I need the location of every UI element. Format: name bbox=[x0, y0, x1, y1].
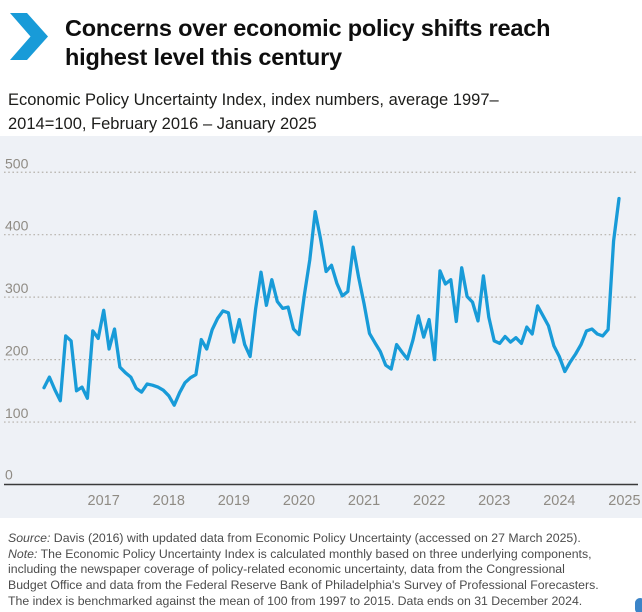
chevron-right-icon bbox=[10, 13, 48, 60]
footer-line-4: Budget Office and data from the Federal … bbox=[8, 578, 599, 593]
subtitle-line-2: 2014=100, February 2016 – January 2025 bbox=[8, 114, 317, 133]
x-tick-label-2017: 2017 bbox=[88, 493, 120, 509]
footer-line-1: Source: Davis (2016) with updated data f… bbox=[8, 531, 581, 545]
x-tick-label-2023: 2023 bbox=[478, 493, 510, 509]
epu-line-chart: 0 100 200 300 400 500 2017 2018 2019 2020 2021 2022… bbox=[0, 136, 642, 518]
y-tick-label-300: 300 bbox=[5, 280, 29, 296]
x-tick-label-2020: 2020 bbox=[283, 493, 315, 509]
y-tick-label-200: 200 bbox=[5, 343, 29, 359]
title-line-2: highest level this century bbox=[65, 44, 342, 70]
y-tick-label-0: 0 bbox=[5, 467, 13, 483]
epu-index-line bbox=[42, 196, 621, 407]
chart-panel bbox=[0, 136, 642, 518]
y-tick-label-400: 400 bbox=[5, 218, 29, 234]
title-line-1: Concerns over economic policy shifts rea… bbox=[65, 15, 551, 41]
subtitle-line-1: Economic Policy Uncertainty Index, index… bbox=[8, 91, 499, 109]
y-tick-label-500: 500 bbox=[5, 155, 29, 171]
source-note-text: Source: Davis (2016) with updated data f… bbox=[8, 531, 638, 610]
x-tick-label-2019: 2019 bbox=[218, 493, 250, 509]
footer-line-2: Note: The Economic Policy Uncertainty In… bbox=[8, 546, 592, 561]
corner-scroll-nub bbox=[635, 598, 642, 612]
chart-subtitle: Economic Policy Uncertainty Index, index… bbox=[8, 89, 608, 136]
x-tick-label-2018: 2018 bbox=[153, 493, 185, 509]
y-tick-label-100: 100 bbox=[5, 405, 29, 421]
x-tick-label-2021: 2021 bbox=[348, 493, 380, 509]
footer-line-3: including the newspaper coverage of poli… bbox=[8, 562, 565, 577]
footer-line-5: The index is benchmarked against the mea… bbox=[8, 593, 583, 608]
x-tick-label-2022: 2022 bbox=[413, 493, 445, 509]
x-tick-label-2024: 2024 bbox=[543, 493, 575, 509]
page-title: Concerns over economic policy shifts rea… bbox=[65, 14, 605, 72]
x-tick-label-2025: 2025 bbox=[608, 493, 640, 509]
